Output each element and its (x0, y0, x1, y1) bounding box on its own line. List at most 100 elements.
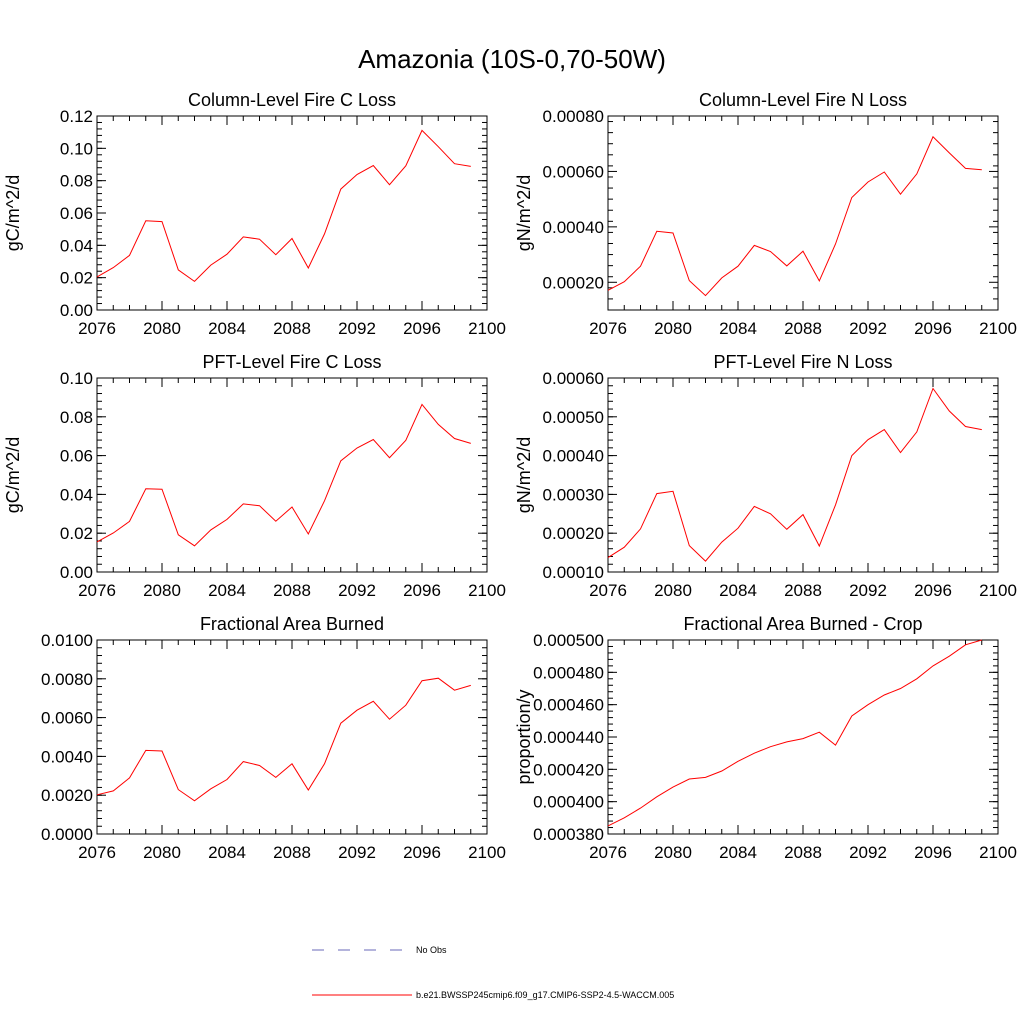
x-tick-label: 2080 (654, 581, 692, 600)
series-line (96, 129, 471, 283)
y-tick-label: 0.000380 (533, 825, 604, 844)
y-tick-label: 0.000500 (533, 631, 604, 650)
y-tick-label: 0.00 (60, 563, 93, 582)
y-tick-label: 0.00050 (543, 408, 604, 427)
y-tick-label: 0.00080 (543, 107, 604, 126)
y-tick-label: 0.0060 (41, 709, 93, 728)
series-line (96, 403, 471, 547)
y-tick-label: 0.00020 (543, 273, 604, 292)
x-tick-label: 2100 (468, 319, 506, 338)
x-tick-label: 2092 (849, 581, 887, 600)
y-tick-label: 0.04 (60, 236, 93, 255)
x-tick-label: 2088 (784, 581, 822, 600)
x-tick-label: 2076 (78, 319, 116, 338)
chart-panel-3: PFT-Level Fire C Loss gC/m^2/d 2076 2080 208… (3, 352, 506, 600)
x-tick-label: 2084 (208, 581, 246, 600)
y-axis-label: proportion/y (514, 689, 534, 784)
x-tick-label: 2088 (273, 319, 311, 338)
chart-title: Column-Level Fire C Loss (188, 90, 396, 110)
chart-panel-1: Column-Level Fire C Loss gC/m^2/d 2076 2080… (3, 90, 506, 338)
x-tick-label: 2096 (914, 319, 952, 338)
x-tick-label: 2092 (849, 319, 887, 338)
x-tick-label: 2084 (719, 843, 757, 862)
x-tick-label: 2076 (589, 843, 627, 862)
y-tick-label: 0.06 (60, 204, 93, 223)
x-tick-label: 2088 (273, 843, 311, 862)
y-tick-label: 0.00010 (543, 563, 604, 582)
plot-frame (96, 377, 488, 573)
y-tick-label: 0.02 (60, 269, 93, 288)
x-tick-label: 2096 (403, 581, 441, 600)
y-tick-label: 0.0020 (41, 786, 93, 805)
legend-obs-label: No Obs (416, 945, 447, 955)
x-tick-label: 2080 (143, 581, 181, 600)
y-tick-label: 0.000420 (533, 760, 604, 779)
y-tick-label: 0.00040 (543, 218, 604, 237)
x-tick-label: 2080 (654, 843, 692, 862)
x-tick-label: 2080 (654, 319, 692, 338)
x-tick-label: 2092 (338, 319, 376, 338)
x-tick-label: 2100 (468, 843, 506, 862)
chart-panel-6: Fractional Area Burned - Crop proportion/… (514, 614, 1017, 862)
y-tick-label: 0.0040 (41, 747, 93, 766)
x-tick-label: 2096 (914, 843, 952, 862)
x-tick-label: 2100 (979, 581, 1017, 600)
chart-title: Fractional Area Burned (200, 614, 384, 634)
y-tick-label: 0.10 (60, 139, 93, 158)
chart-panels: Column-Level Fire C Loss gC/m^2/d 2076 2080… (3, 90, 1017, 862)
x-tick-label: 2084 (208, 319, 246, 338)
x-tick-label: 2088 (784, 843, 822, 862)
y-tick-label: 0.000480 (533, 663, 604, 682)
x-tick-label: 2100 (979, 843, 1017, 862)
x-tick-label: 2084 (719, 581, 757, 600)
y-tick-label: 0.00060 (543, 369, 604, 388)
y-tick-label: 0.12 (60, 107, 93, 126)
y-tick-label: 0.06 (60, 447, 93, 466)
x-tick-label: 2076 (589, 581, 627, 600)
plot-frame (96, 115, 488, 311)
y-tick-label: 0.000460 (533, 696, 604, 715)
y-tick-label: 0.00040 (543, 447, 604, 466)
series-line (607, 135, 982, 297)
y-tick-label: 0.08 (60, 172, 93, 191)
plot-frame (607, 115, 999, 311)
x-tick-label: 2080 (143, 319, 181, 338)
x-tick-label: 2096 (914, 581, 952, 600)
chart-title: PFT-Level Fire C Loss (202, 352, 381, 372)
chart-title: Column-Level Fire N Loss (699, 90, 907, 110)
series-line (96, 677, 471, 802)
y-axis-label: gN/m^2/d (514, 437, 534, 513)
legend: No Obs b.e21.BWSSP245cmip6.f09_g17.CMIP6… (312, 945, 674, 1000)
x-tick-label: 2088 (273, 581, 311, 600)
x-tick-label: 2092 (849, 843, 887, 862)
y-tick-label: 0.000400 (533, 793, 604, 812)
y-tick-label: 0.0000 (41, 825, 93, 844)
y-tick-label: 0.00020 (543, 524, 604, 543)
y-tick-label: 0.04 (60, 485, 93, 504)
x-tick-label: 2092 (338, 581, 376, 600)
y-axis-label: gC/m^2/d (3, 175, 23, 251)
plot-frame (607, 639, 999, 835)
y-tick-label: 0.02 (60, 524, 93, 543)
x-tick-label: 2096 (403, 319, 441, 338)
x-tick-label: 2084 (719, 319, 757, 338)
y-tick-label: 0.10 (60, 369, 93, 388)
chart-panel-2: Column-Level Fire N Loss gN/m^2/d 2076 2080… (514, 90, 1017, 338)
x-tick-label: 2076 (78, 581, 116, 600)
legend-model-label: b.e21.BWSSP245cmip6.f09_g17.CMIP6-SSP2-4… (416, 990, 674, 1000)
x-tick-label: 2076 (78, 843, 116, 862)
x-tick-label: 2100 (979, 319, 1017, 338)
y-tick-label: 0.08 (60, 408, 93, 427)
chart-panel-4: PFT-Level Fire N Loss gN/m^2/d 2076 2080 208… (514, 352, 1017, 600)
y-axis-label: gC/m^2/d (3, 437, 23, 513)
series-line (607, 387, 982, 562)
x-tick-label: 2076 (589, 319, 627, 338)
y-tick-label: 0.0100 (41, 631, 93, 650)
x-tick-label: 2080 (143, 843, 181, 862)
y-tick-label: 0.000440 (533, 728, 604, 747)
y-axis-label: gN/m^2/d (514, 175, 534, 251)
x-tick-label: 2100 (468, 581, 506, 600)
x-tick-label: 2096 (403, 843, 441, 862)
y-tick-label: 0.00030 (543, 485, 604, 504)
